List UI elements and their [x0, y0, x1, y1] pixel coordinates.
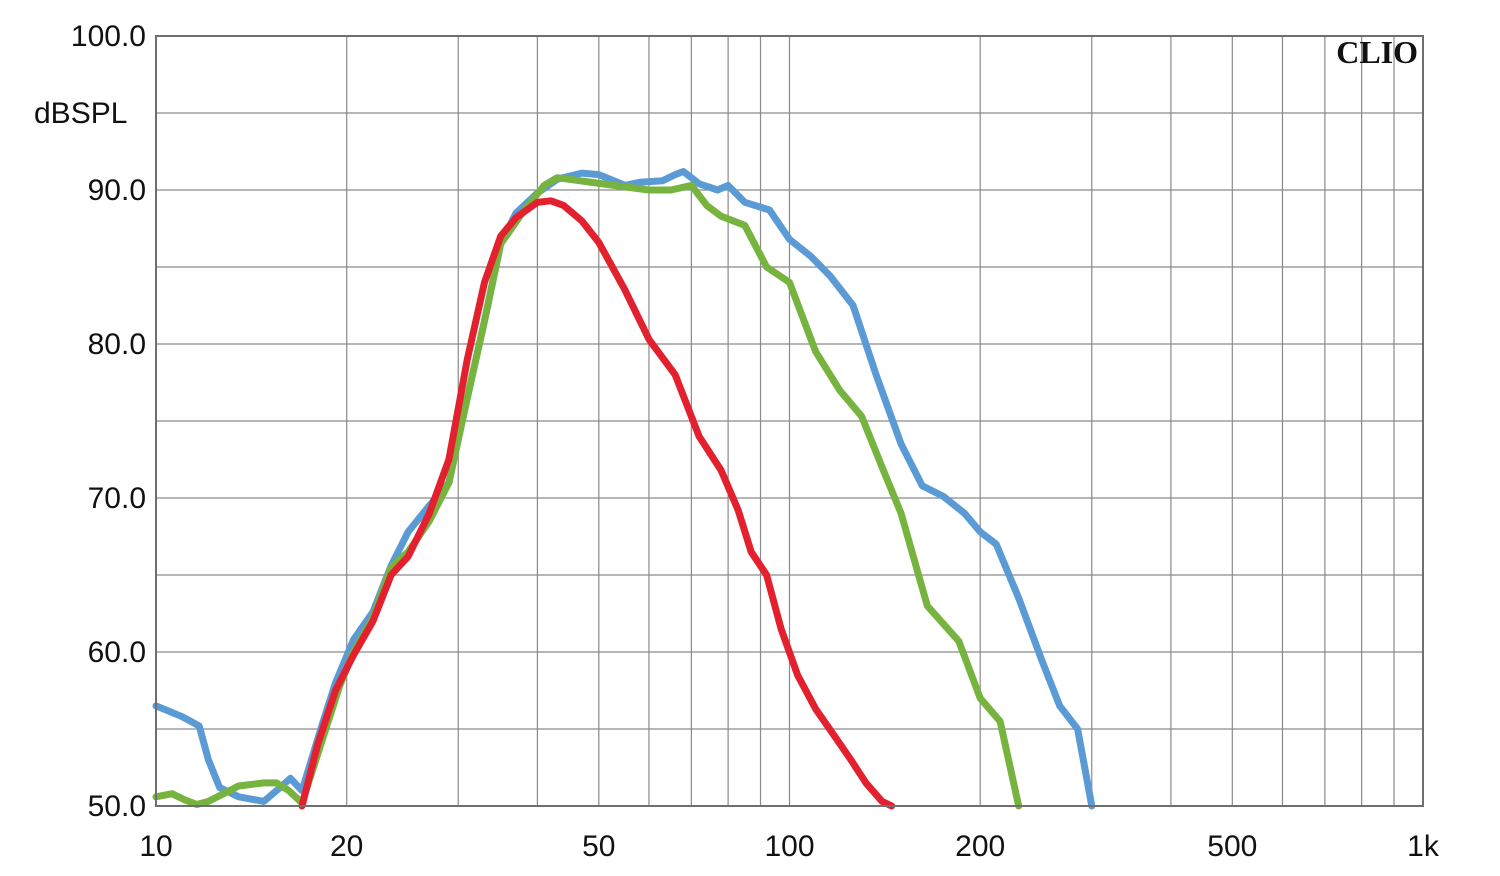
- y-tick-label: 90.0: [88, 174, 146, 207]
- grid: [156, 36, 1423, 806]
- plot-frame: [155, 35, 1424, 807]
- x-tick-label: 500: [1207, 830, 1257, 863]
- y-tick-label: 70.0: [88, 482, 146, 515]
- y-tick-label: 60.0: [88, 636, 146, 669]
- tick-label-layer: 10 20 50 100 200 500 1k 100.0 90.0 80.0 70.0 60.0 50…: [71, 20, 1440, 863]
- series-line-2: [152, 174, 1023, 810]
- x-tick-label: 10: [139, 830, 172, 863]
- y-unit-label: dBSPL: [34, 97, 127, 130]
- x-tick-label: 50: [582, 830, 615, 863]
- x-tick-label: 100: [764, 830, 814, 863]
- series-layer: [152, 168, 1096, 810]
- series-line-1: [152, 168, 1096, 810]
- series-line-3: [298, 197, 896, 810]
- brand-logo: CLIO: [1336, 34, 1418, 70]
- x-tick-label: 200: [955, 830, 1005, 863]
- x-tick-label: 20: [330, 830, 363, 863]
- y-tick-label: 50.0: [88, 790, 146, 823]
- y-tick-label: 100.0: [71, 20, 146, 53]
- x-tick-label: 1k: [1407, 830, 1440, 863]
- y-tick-label: 80.0: [88, 328, 146, 361]
